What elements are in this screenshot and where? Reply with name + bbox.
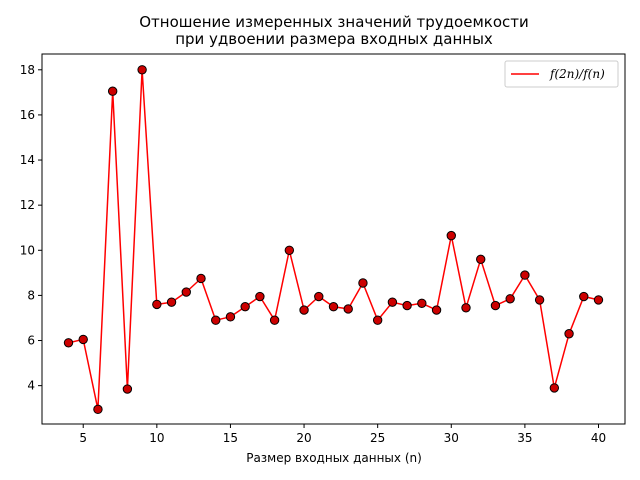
x-tick-label: 5	[79, 431, 87, 445]
x-tick-label: 15	[223, 431, 238, 445]
plot-area: 5 10 15 20 25 30 35 40 4 6 8 10 12 14 16 18	[20, 63, 606, 445]
data-point	[417, 298, 427, 308]
data-point	[328, 301, 339, 312]
data-point	[476, 254, 486, 265]
data-point	[196, 273, 206, 284]
data-point	[358, 278, 368, 288]
data-point	[63, 338, 74, 348]
x-tick-label: 30	[444, 431, 459, 445]
data-point	[211, 315, 221, 325]
x-tick-label: 40	[591, 431, 606, 445]
data-point	[122, 384, 133, 394]
y-tick-label: 8	[27, 288, 35, 302]
data-point	[269, 315, 280, 325]
legend-box	[504, 60, 619, 88]
x-tick-label: 10	[149, 431, 164, 445]
data-point	[593, 295, 604, 305]
axes-frame	[41, 53, 626, 425]
legend-entry-label: f(2n)/f(n)	[549, 67, 605, 81]
data-point	[225, 312, 236, 322]
data-point	[299, 305, 309, 315]
y-tick-label: 10	[20, 243, 35, 257]
data-point	[387, 297, 398, 307]
data-point	[564, 329, 574, 339]
y-tick-label: 4	[27, 379, 35, 393]
x-axis-label: Размер входных данных (n)	[246, 451, 422, 465]
data-point	[490, 300, 501, 311]
data-point	[520, 270, 530, 280]
y-tick-label: 18	[20, 63, 35, 77]
data-point	[505, 294, 515, 304]
data-point	[402, 300, 412, 311]
data-point	[372, 315, 383, 325]
y-tick-label: 6	[27, 334, 35, 348]
data-point	[152, 299, 162, 310]
data-point	[549, 383, 560, 393]
y-tick-label: 16	[20, 108, 35, 122]
data-point	[431, 305, 442, 315]
y-tick-label: 14	[20, 153, 35, 167]
data-point	[107, 86, 118, 96]
legend: f(2n)/f(n)	[504, 60, 619, 88]
chart-title-line2: при удвоении размера входных данных	[175, 30, 493, 48]
series-line	[68, 69, 599, 411]
data-point	[137, 65, 147, 75]
data-point	[78, 334, 88, 345]
data-point	[461, 303, 471, 313]
data-point	[166, 297, 177, 307]
x-tick-label: 25	[370, 431, 385, 445]
data-point	[181, 287, 191, 297]
data-point	[284, 245, 295, 255]
data-point	[255, 291, 265, 302]
data-point	[534, 295, 545, 305]
x-tick-label: 20	[296, 431, 311, 445]
data-point	[446, 230, 456, 241]
data-point	[343, 304, 353, 314]
data-point	[93, 404, 103, 415]
data-point	[240, 301, 250, 312]
y-tick-label: 12	[20, 198, 35, 212]
data-point	[314, 291, 324, 302]
data-point	[579, 291, 589, 302]
chart-title-line1: Отношение измеренных значений трудоемкос…	[139, 13, 529, 31]
x-tick-label: 35	[517, 431, 532, 445]
